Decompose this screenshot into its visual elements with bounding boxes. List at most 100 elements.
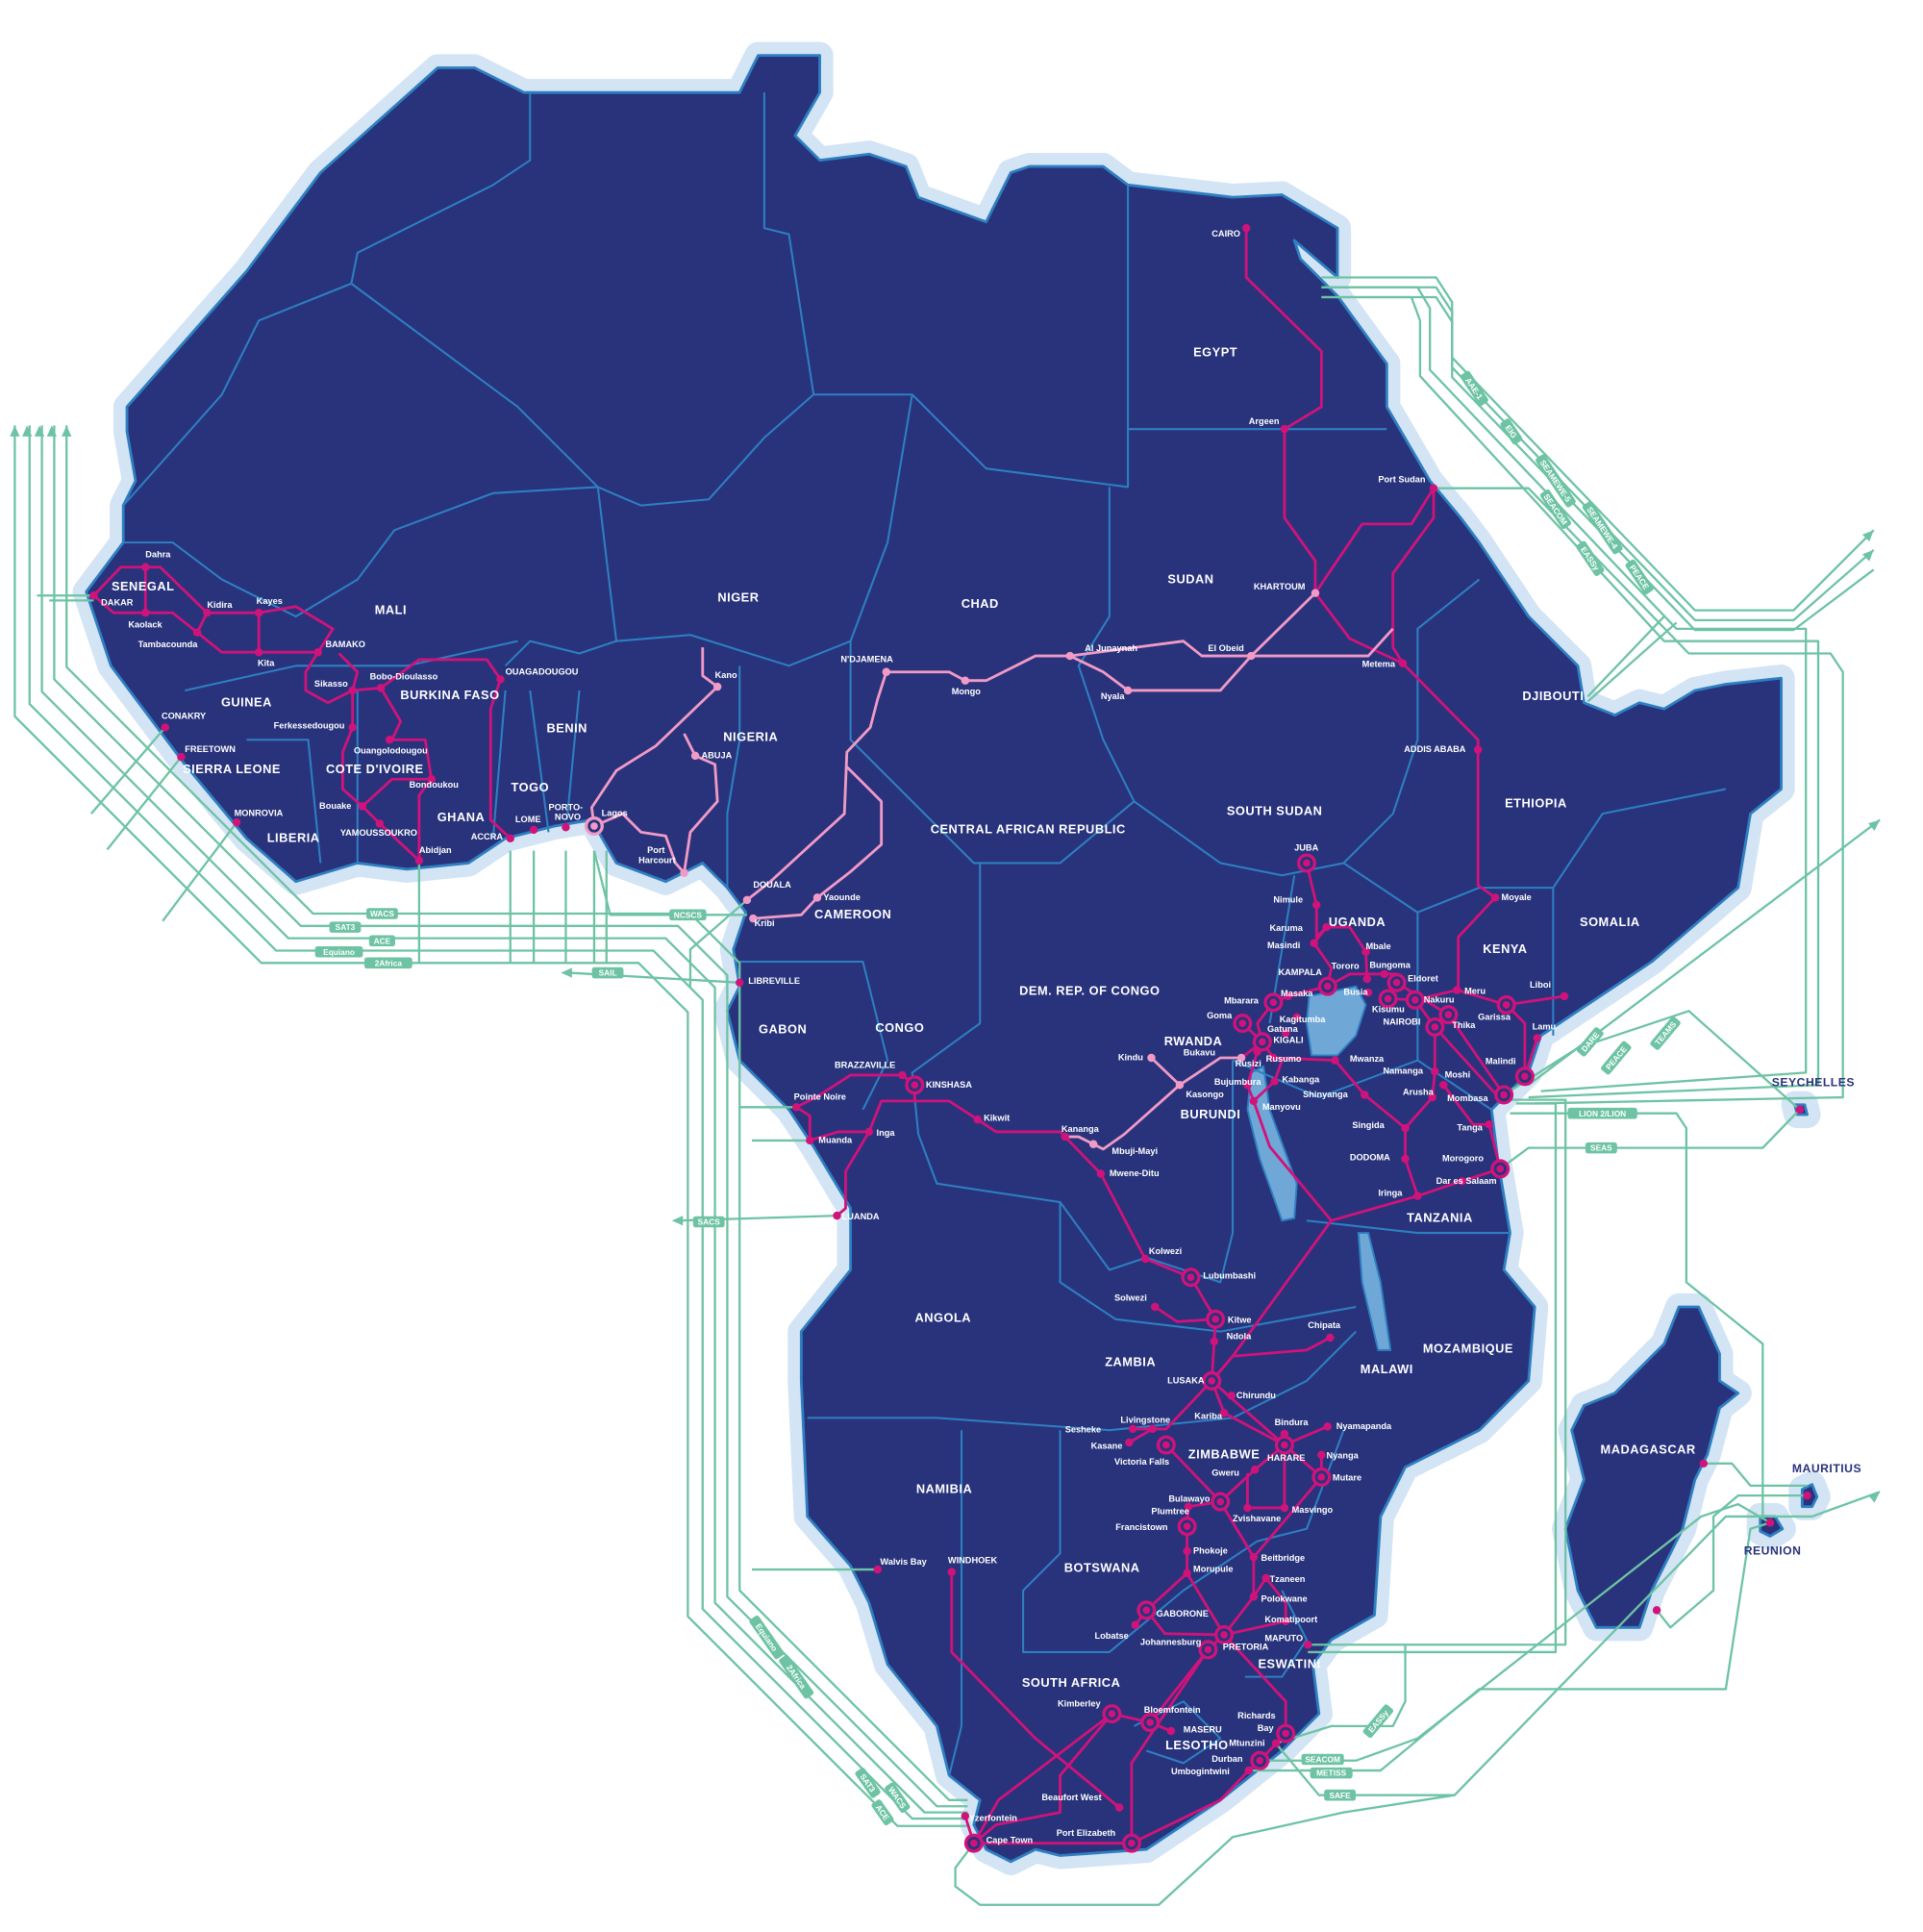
city-node-icon — [385, 736, 394, 744]
city-node-icon — [1280, 424, 1289, 434]
country-label: GHANA — [437, 810, 486, 824]
terrestrial-network — [92, 228, 1565, 1845]
cable-name: SAT3 — [336, 922, 356, 932]
hub-node-center — [1220, 1631, 1228, 1639]
city-node-icon — [1453, 986, 1461, 994]
island-label: MAURITIUS — [1792, 1462, 1861, 1475]
city-node-icon — [1241, 223, 1251, 233]
city-label: Moyale — [1502, 892, 1532, 902]
country-label: CAMEROON — [814, 907, 891, 921]
cable-name-tag: ACE — [871, 1799, 894, 1826]
city-label: Pointe Noire — [794, 1092, 846, 1102]
city-label: Bondoukou — [410, 780, 460, 790]
subsea-cable-route — [1510, 1112, 1764, 1517]
city-label: Gatuna — [1267, 1024, 1299, 1034]
city-label: Bindura — [1275, 1418, 1310, 1427]
country-border — [565, 690, 581, 820]
city-node-icon — [1243, 1503, 1252, 1513]
city-node-icon — [712, 682, 722, 691]
fibre-route — [207, 605, 335, 653]
city-label: Garissa — [1478, 1012, 1511, 1021]
city-node-icon — [947, 1568, 956, 1576]
subsea-cable-route — [1703, 1462, 1808, 1488]
fibre-route — [794, 1073, 916, 1217]
cable-name: METISS — [1316, 1769, 1346, 1778]
country-label: TOGO — [512, 780, 550, 794]
city-node-icon — [1183, 1546, 1191, 1556]
city-label: Kitwe — [1228, 1316, 1252, 1325]
country-border — [1077, 487, 1481, 877]
city-label: Kabanga — [1282, 1075, 1320, 1085]
city-label: Inga — [877, 1128, 896, 1138]
city-label: CONAKRY — [162, 711, 206, 720]
city-node-icon — [376, 684, 386, 692]
cable-name: SEAS — [1590, 1143, 1612, 1153]
subsea-cable-route — [1499, 1109, 1801, 1170]
cable-name-tag: ACE — [368, 935, 396, 946]
cable-name: LION 2/LION — [1579, 1109, 1626, 1118]
city-label: LIBREVILLE — [748, 976, 800, 986]
city-node-icon — [1175, 1080, 1185, 1090]
city-node-icon — [1250, 1465, 1260, 1474]
city-label: CAIRO — [1211, 229, 1240, 238]
fibre-route — [379, 687, 434, 861]
cable-name: TEAMS — [1653, 1019, 1679, 1047]
city-label: LUANDA — [842, 1212, 880, 1221]
partner-fibre-route — [886, 591, 1316, 683]
hub-node-center — [1496, 1165, 1505, 1173]
hub-node-center — [1282, 1729, 1290, 1738]
city-node-icon — [232, 817, 241, 827]
subsea-cable-route — [13, 425, 968, 1827]
subsea-cable-route — [53, 425, 968, 1808]
hub-node-center — [1521, 1072, 1529, 1081]
city-label: Gweru — [1211, 1468, 1239, 1478]
city-node-icon — [1323, 1422, 1332, 1431]
hub-node-center — [1500, 1091, 1508, 1099]
city-label: Bujumbura — [1214, 1077, 1262, 1087]
country-label: CHAD — [962, 596, 999, 611]
country-label: NAMIBIA — [916, 1482, 972, 1496]
hub-node-center — [1256, 1756, 1264, 1765]
city-label: Singida — [1352, 1120, 1385, 1130]
city-label: JUBA — [1294, 843, 1318, 853]
city-node-icon — [680, 868, 688, 877]
city-label: Dahra — [145, 550, 171, 560]
city-label: Nakuru — [1424, 994, 1455, 1004]
hub-node-center — [969, 1839, 978, 1847]
city-label: Cape Town — [986, 1836, 1034, 1845]
hub-node-center — [1208, 1377, 1216, 1385]
fibre-route — [1223, 1576, 1287, 1637]
partner-fibre-route — [683, 733, 719, 873]
city-label: Karuma — [1270, 923, 1304, 933]
city-node-icon — [736, 978, 744, 988]
country-border — [739, 960, 889, 1111]
city-node-icon — [1284, 991, 1292, 1001]
city-node-icon — [1280, 1503, 1289, 1513]
city-nodes — [89, 223, 1811, 1853]
country-border — [1022, 1429, 1345, 1653]
country-border — [1342, 788, 1727, 914]
city-node-icon — [358, 802, 367, 811]
city-label: Kasane — [1091, 1441, 1123, 1450]
city-node-icon — [203, 608, 212, 617]
city-label: Masvingo — [1292, 1505, 1334, 1515]
city-node-icon — [1147, 1053, 1156, 1063]
hub-node-center — [1216, 1497, 1225, 1506]
country-label: SIERRA LEONE — [183, 762, 281, 776]
city-node-icon — [1151, 1302, 1160, 1312]
city-node-icon — [1166, 1726, 1176, 1736]
cable-name-tag: SEAS — [1585, 1142, 1617, 1154]
city-node-icon — [1431, 1066, 1439, 1076]
hub-node-center — [1281, 1441, 1288, 1449]
city-label: Sikasso — [314, 679, 348, 689]
city-label: Rusizi — [1236, 1059, 1261, 1068]
cable-name: EASSy — [1366, 1708, 1390, 1735]
city-node-icon — [506, 834, 514, 843]
city-label: Liboi — [1530, 980, 1551, 990]
city-node-icon — [1184, 1502, 1193, 1511]
country-label: LIBERIA — [267, 831, 320, 845]
madagascar-land — [1563, 1305, 1740, 1629]
city-label: Bungoma — [1369, 960, 1411, 969]
subsea-cable-route — [1275, 1644, 1407, 1744]
country-label: UGANDA — [1329, 915, 1386, 929]
